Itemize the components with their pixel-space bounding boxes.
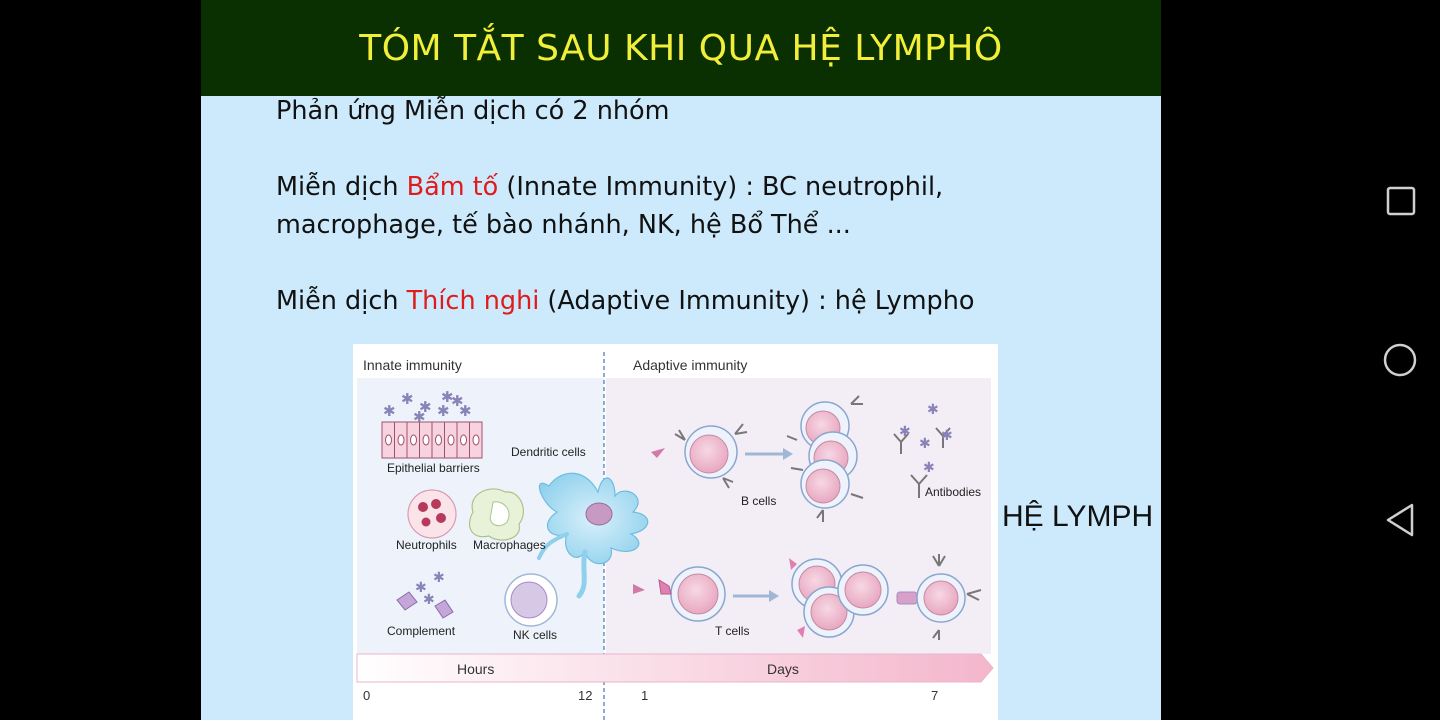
text-line-groups: Phản ứng Miễn dịch có 2 nhóm: [276, 96, 670, 126]
label-macrophages: Macrophages: [473, 538, 546, 552]
slide-title: TÓM TẮT SAU KHI QUA HỆ LYMPHÔ: [359, 27, 1003, 69]
text-line-innate: Miễn dịch Bẩm tố (Innate Immunity) : BC …: [276, 172, 943, 202]
svg-text:✱: ✱: [451, 393, 464, 410]
antigen-marker-b: [651, 448, 665, 458]
svg-text:✱: ✱: [919, 435, 931, 451]
svg-text:✱: ✱: [433, 569, 445, 585]
t-cell-clones: [789, 558, 889, 638]
home-icon[interactable]: [1382, 342, 1418, 382]
title-bar: TÓM TẮT SAU KHI QUA HỆ LYMPHÔ: [201, 0, 1161, 96]
svg-text:✱: ✱: [419, 399, 432, 416]
macrophage-cell: [468, 488, 524, 541]
svg-text:✱: ✱: [927, 401, 939, 417]
svg-text:✱: ✱: [941, 427, 953, 443]
figure-side-label: HỆ LYMPH: [1002, 500, 1154, 533]
nk-cell: [504, 573, 558, 627]
label-tcells: T cells: [715, 624, 749, 638]
text-line-adaptive: Miễn dịch Thích nghi (Adaptive Immunity)…: [276, 286, 975, 316]
svg-text:✱: ✱: [899, 423, 911, 439]
neutrophil-cell: [407, 489, 457, 539]
antibodies: ✱✱✱ ✱✱: [893, 401, 953, 498]
tick-7: 7: [931, 688, 938, 703]
dendritic-cell: [537, 472, 649, 599]
tick-0: 0: [363, 688, 370, 703]
complement-proteins: ✱✱✱: [396, 569, 454, 619]
adaptive-highlight: Thích nghi: [406, 286, 540, 316]
recent-apps-icon[interactable]: [1386, 186, 1416, 220]
adaptive-header: Adaptive immunity: [633, 357, 747, 373]
timeline-hours: Hours: [457, 661, 494, 677]
t-cell-naive: [658, 566, 726, 622]
svg-text:✱: ✱: [423, 591, 435, 607]
b-cell-arrowhead: [783, 448, 793, 460]
svg-text:✱: ✱: [383, 403, 396, 420]
t-cell-target: [896, 554, 982, 640]
innate-header: Innate immunity: [363, 357, 462, 373]
label-nk: NK cells: [513, 628, 557, 642]
svg-text:✱: ✱: [415, 579, 427, 595]
svg-text:✱: ✱: [441, 389, 454, 406]
tick-12: 12: [578, 688, 592, 703]
label-antibodies: Antibodies: [925, 485, 981, 499]
svg-text:✱: ✱: [437, 403, 450, 420]
timeline-days: Days: [767, 661, 799, 677]
adaptive-suffix: (Adaptive Immunity) : hệ Lympho: [539, 286, 975, 316]
antigen-marker-t: [633, 584, 645, 594]
t-cell-arrowhead: [769, 590, 779, 602]
text-line-innate-cells: macrophage, tế bào nhánh, NK, hệ Bổ Thể …: [276, 210, 851, 240]
label-epithelial: Epithelial barriers: [387, 461, 480, 475]
label-bcells: B cells: [741, 494, 776, 508]
epithelial-cells: [381, 421, 483, 459]
svg-text:✱: ✱: [413, 409, 426, 426]
microbes: ✱✱ ✱ ✱✱✱ ✱✱: [383, 389, 472, 426]
innate-prefix: Miễn dịch: [276, 172, 407, 202]
tick-1: 1: [641, 688, 648, 703]
adaptive-prefix: Miễn dịch: [276, 286, 407, 316]
b-cell-naive: [674, 423, 748, 489]
label-neutrophils: Neutrophils: [396, 538, 457, 552]
immunity-diagram: Innate immunity Adaptive immunity: [356, 352, 994, 720]
back-icon[interactable]: [1384, 502, 1416, 542]
svg-text:✱: ✱: [401, 391, 414, 408]
innate-suffix: (Innate Immunity) : BC neutrophil,: [498, 172, 944, 202]
innate-highlight: Bẩm tố: [406, 172, 499, 202]
label-complement: Complement: [387, 624, 456, 638]
svg-text:✱: ✱: [459, 403, 472, 420]
timeline-bar: [356, 653, 994, 683]
svg-text:✱: ✱: [923, 459, 935, 475]
immunity-figure: Innate immunity Adaptive immunity: [353, 344, 998, 720]
label-dendritic: Dendritic cells: [511, 445, 586, 459]
b-cell-clones: [786, 395, 864, 522]
slide: TÓM TẮT SAU KHI QUA HỆ LYMPHÔ Phản ứng M…: [201, 0, 1161, 720]
